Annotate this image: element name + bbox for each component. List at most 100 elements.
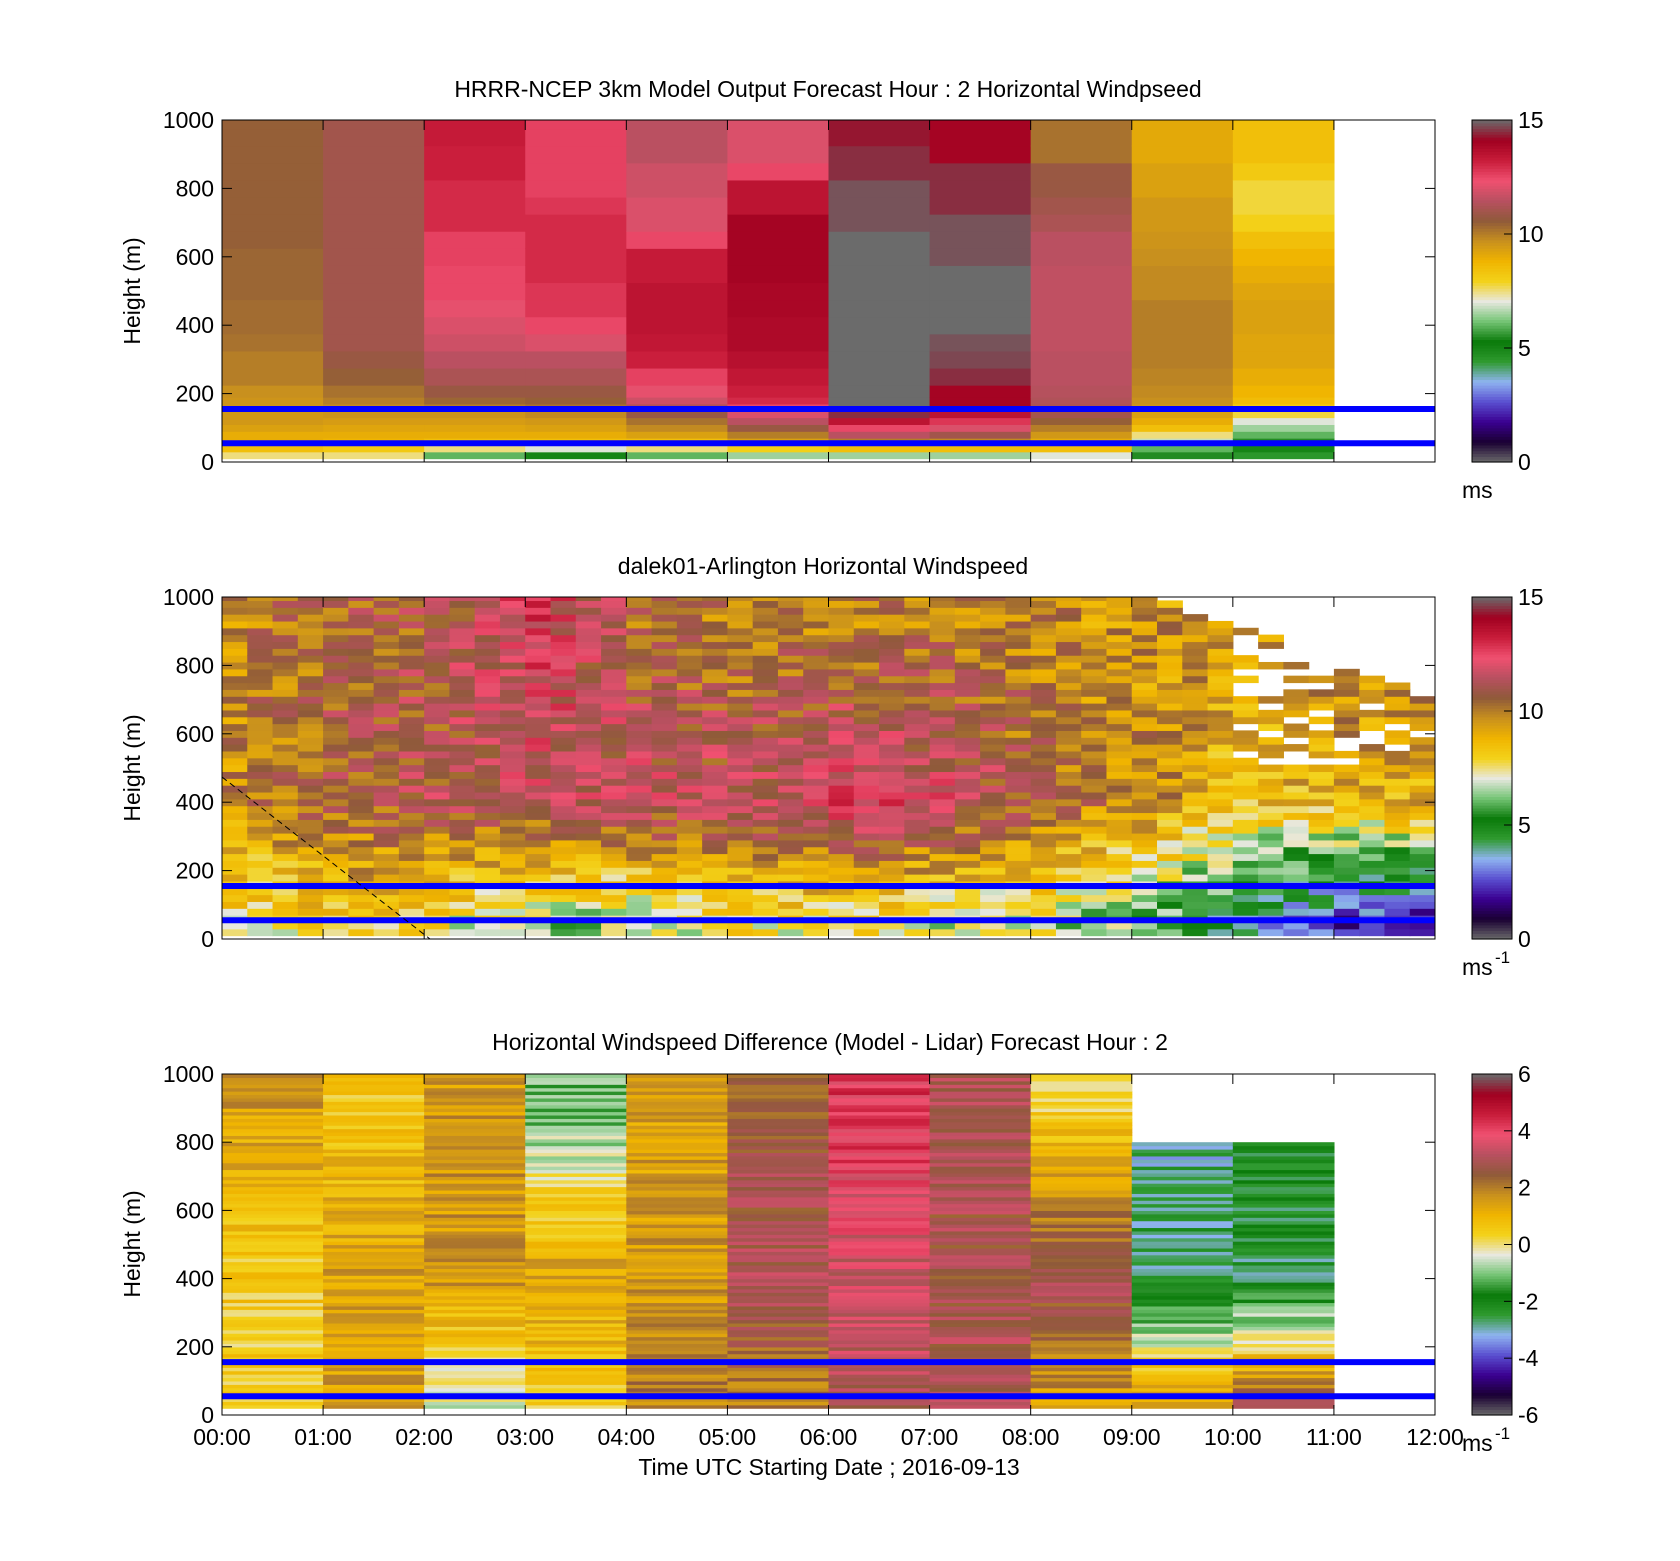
lidar-cell bbox=[929, 764, 956, 773]
lidar-cell bbox=[1232, 744, 1259, 752]
lidar-cell bbox=[980, 737, 1006, 745]
difference-cell bbox=[1030, 1179, 1133, 1184]
lidar-cell bbox=[676, 737, 703, 745]
lidar-cell bbox=[954, 723, 981, 731]
lidar-cell bbox=[1283, 894, 1310, 902]
lidar-cell bbox=[879, 839, 905, 848]
lidar-cell bbox=[651, 901, 678, 909]
lidar-cell bbox=[853, 812, 880, 820]
lidar-cell bbox=[1359, 894, 1386, 902]
colorbar-tick-label: -4 bbox=[1518, 1345, 1539, 1371]
difference-cell bbox=[222, 1149, 324, 1154]
difference-cell bbox=[626, 1329, 729, 1334]
lidar-cell bbox=[954, 826, 981, 834]
lidar-cell bbox=[1055, 874, 1082, 882]
lidar-cell bbox=[1081, 860, 1108, 868]
colorbar-swatch bbox=[1472, 753, 1512, 758]
lidar-cell bbox=[272, 597, 299, 602]
lidar-cell bbox=[1207, 928, 1234, 937]
lidar-cell bbox=[1232, 764, 1259, 773]
lidar-cell bbox=[247, 860, 274, 868]
colorbar-swatch bbox=[1472, 671, 1512, 675]
colorbar-swatch bbox=[1472, 779, 1512, 783]
difference-cell bbox=[525, 1087, 627, 1092]
colorbar-swatch bbox=[1472, 196, 1512, 201]
difference-cell bbox=[1030, 1357, 1133, 1362]
difference-cell bbox=[626, 1302, 729, 1307]
colorbar-swatch bbox=[1472, 339, 1512, 343]
difference-cell bbox=[727, 1206, 830, 1211]
lidar-cell bbox=[752, 620, 779, 629]
lidar-cell bbox=[651, 675, 678, 684]
difference-cell bbox=[222, 1282, 324, 1287]
difference-cell bbox=[1232, 1203, 1335, 1208]
colorbar-swatch bbox=[1472, 896, 1512, 900]
difference-cell bbox=[929, 1384, 1032, 1389]
lidar-cell bbox=[348, 757, 375, 766]
difference-cell bbox=[626, 1224, 729, 1229]
colorbar-swatch bbox=[1472, 1324, 1512, 1328]
difference-cell bbox=[1131, 1264, 1234, 1269]
difference-cell bbox=[525, 1104, 627, 1109]
lidar-cell bbox=[348, 819, 375, 827]
lidar-cell bbox=[222, 791, 248, 800]
lidar-cell bbox=[499, 709, 526, 718]
difference-cell bbox=[1030, 1074, 1133, 1079]
lidar-cell bbox=[297, 597, 324, 602]
difference-cell bbox=[1030, 1339, 1133, 1344]
lidar-cell bbox=[601, 668, 627, 677]
colorbar-swatch bbox=[1472, 836, 1512, 840]
difference-cell bbox=[222, 1135, 324, 1140]
lidar-cell bbox=[373, 887, 400, 896]
difference-cell bbox=[1232, 1329, 1335, 1334]
lidar-cell bbox=[272, 750, 299, 759]
lidar-cell bbox=[1081, 661, 1108, 670]
lidar-cell bbox=[373, 908, 400, 916]
lidar-cell bbox=[1308, 812, 1335, 820]
lidar-cell bbox=[474, 661, 501, 670]
lidar-cell bbox=[449, 648, 476, 656]
difference-cell bbox=[222, 1258, 324, 1263]
lidar-cell bbox=[1005, 744, 1032, 752]
difference-cell bbox=[727, 1097, 830, 1102]
model-cell bbox=[424, 444, 526, 453]
difference-cell bbox=[828, 1108, 931, 1113]
lidar-cell bbox=[550, 703, 577, 711]
lidar-cell bbox=[550, 757, 577, 766]
lidar-cell bbox=[828, 887, 855, 896]
lidar-cell bbox=[803, 771, 830, 779]
lidar-cell bbox=[1359, 778, 1386, 786]
y-tick-label: 200 bbox=[176, 858, 214, 884]
colorbar-swatch bbox=[1472, 802, 1512, 806]
difference-cell bbox=[1131, 1282, 1234, 1287]
lidar-cell bbox=[398, 887, 425, 896]
lidar-cell bbox=[626, 744, 653, 752]
colorbar-swatch bbox=[1472, 336, 1512, 341]
difference-cell bbox=[1232, 1346, 1335, 1351]
lidar-cell bbox=[1182, 778, 1209, 786]
lidar-cell bbox=[398, 901, 425, 909]
lidar-cell bbox=[222, 928, 248, 937]
lidar-cell bbox=[247, 730, 274, 738]
lidar-cell bbox=[879, 853, 905, 861]
colorbar-swatch bbox=[1472, 1179, 1512, 1183]
difference-cell bbox=[323, 1121, 425, 1126]
difference-cell bbox=[1131, 1206, 1234, 1211]
lidar-cell bbox=[424, 689, 451, 697]
lidar-cell bbox=[1131, 682, 1158, 690]
difference-cell bbox=[323, 1172, 425, 1177]
difference-cell bbox=[1232, 1271, 1335, 1276]
difference-cell bbox=[1232, 1258, 1335, 1263]
model-cell bbox=[1030, 179, 1133, 198]
lidar-cell bbox=[676, 785, 703, 793]
lidar-cell bbox=[348, 620, 375, 629]
colorbar-swatch bbox=[1472, 1091, 1512, 1095]
lidar-cell bbox=[222, 682, 248, 690]
colorbar-swatch bbox=[1472, 319, 1512, 323]
lidar-cell bbox=[752, 874, 779, 882]
difference-cell bbox=[828, 1169, 931, 1174]
difference-cell bbox=[626, 1227, 729, 1232]
difference-cell bbox=[323, 1261, 425, 1266]
colorbar-tick-label: 10 bbox=[1518, 221, 1544, 247]
difference-cell bbox=[626, 1183, 729, 1188]
